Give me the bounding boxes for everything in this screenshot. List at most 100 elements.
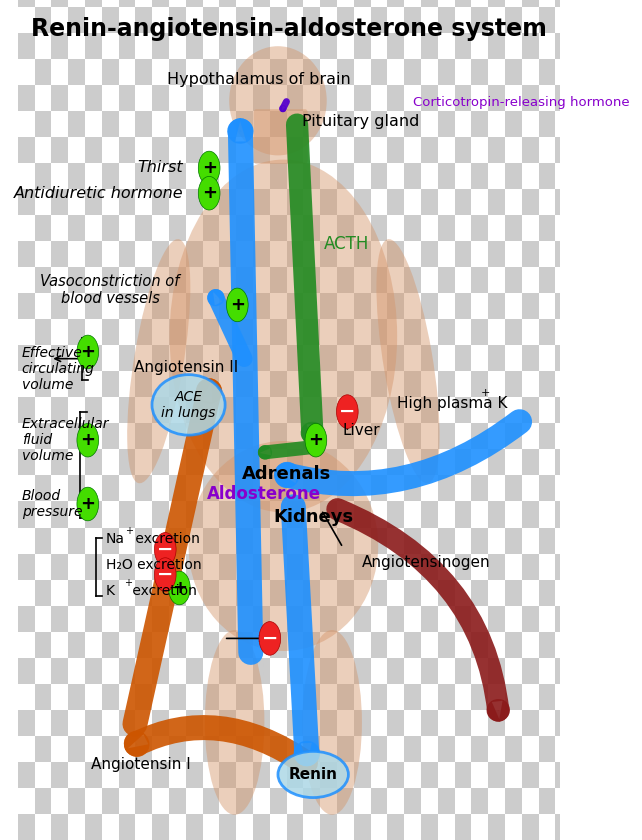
Bar [253,736,270,762]
Bar [135,710,152,736]
Bar [488,710,505,736]
Bar [438,658,455,684]
Bar [370,189,387,215]
Bar [169,137,186,163]
Bar [539,371,555,397]
Bar [572,397,589,423]
Bar [370,528,387,554]
Bar [337,449,354,475]
Bar [522,710,539,736]
Bar [203,267,220,293]
Bar [203,814,220,840]
Bar [404,397,421,423]
Bar [404,710,421,736]
Bar [286,684,304,710]
Bar [152,189,169,215]
Text: Corticotropin-releasing hormone: Corticotropin-releasing hormone [413,96,630,109]
Bar [455,189,471,215]
Bar [186,788,203,814]
Bar [572,267,589,293]
Bar [68,163,85,189]
Bar [455,736,471,762]
Bar [51,449,68,475]
Bar [236,293,253,319]
Bar [220,189,236,215]
Bar [169,814,186,840]
Bar [270,475,286,501]
Ellipse shape [302,630,362,815]
Bar [404,554,421,580]
Bar [220,0,236,7]
Bar [404,267,421,293]
Bar [152,7,169,33]
Bar [354,606,370,632]
Bar [152,580,169,606]
Bar [337,241,354,267]
Bar [354,33,370,59]
Bar [220,580,236,606]
Bar [539,501,555,528]
Bar [135,371,152,397]
Bar [236,59,253,85]
Bar [68,501,85,528]
Bar [51,0,68,7]
Bar [152,215,169,241]
Bar [186,267,203,293]
Bar [51,215,68,241]
Bar [488,189,505,215]
Bar [555,137,572,163]
Bar [186,189,203,215]
Bar [572,189,589,215]
Bar [169,215,186,241]
Bar [169,163,186,189]
Bar [68,710,85,736]
Text: Vasoconstriction of
blood vessels: Vasoconstriction of blood vessels [40,274,180,306]
Bar [471,736,488,762]
Bar [522,85,539,111]
Bar [119,59,135,85]
Bar [270,267,286,293]
Bar [203,788,220,814]
Bar [337,0,354,7]
Circle shape [77,423,99,457]
Bar [455,59,471,85]
Bar [51,137,68,163]
Text: −: − [157,540,173,559]
Bar [51,475,68,501]
Bar [119,111,135,137]
Bar [270,554,286,580]
Text: fluid: fluid [22,433,52,447]
Bar [203,293,220,319]
Bar [354,293,370,319]
Bar [35,33,51,59]
Bar [421,658,438,684]
Bar [539,137,555,163]
Bar [320,7,337,33]
Bar [220,554,236,580]
Bar [505,580,522,606]
Bar [186,606,203,632]
Bar [169,475,186,501]
Bar [320,397,337,423]
Bar [203,580,220,606]
Bar [421,632,438,658]
Text: Effective: Effective [22,346,82,360]
Bar [102,189,119,215]
Bar [51,85,68,111]
Bar [236,814,253,840]
Bar [354,59,370,85]
Bar [286,137,304,163]
Bar [438,397,455,423]
Bar [186,423,203,449]
Bar [286,0,304,7]
Bar [438,554,455,580]
Bar [539,241,555,267]
Bar [337,267,354,293]
Bar [370,33,387,59]
Bar [455,684,471,710]
Bar [354,736,370,762]
Bar [471,814,488,840]
Bar [68,736,85,762]
Bar [286,371,304,397]
Bar [152,554,169,580]
